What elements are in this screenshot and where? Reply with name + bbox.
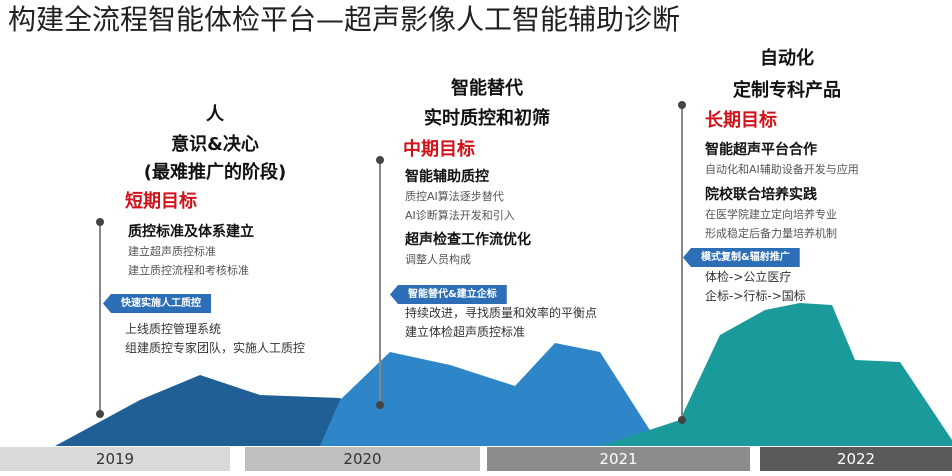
stage-tag: 快速实施人工质控	[103, 294, 211, 313]
stage-note: 组建质控专家团队，实施人工质控	[125, 341, 306, 355]
stage-note: 体检->公立医疗	[705, 270, 792, 284]
stage-heading: 自动化	[760, 48, 814, 69]
stage-note: 建立体检超声质控标准	[405, 325, 526, 339]
stage-heading: 定制专科产品	[733, 80, 841, 101]
dot	[678, 416, 686, 424]
item-title: 超声检查工作流优化	[405, 232, 531, 248]
item-detail: 形成稳定后备力量培养机制	[705, 227, 837, 240]
item-title: 质控标准及体系建立	[128, 224, 254, 240]
dot	[376, 156, 384, 164]
item-detail: 调整人员构成	[405, 253, 471, 266]
timeline-year: 2020	[245, 447, 480, 471]
dot	[678, 101, 686, 109]
stage-goal: 短期目标	[125, 191, 197, 212]
stage-heading: 智能替代	[451, 78, 523, 99]
mountain-2019	[55, 375, 400, 446]
dot	[376, 401, 384, 409]
item-detail: AI诊断算法开发和引入	[405, 209, 515, 222]
timeline-year: 2019	[0, 447, 230, 471]
dot	[96, 410, 104, 418]
stage-tag: 模式复制&辐射推广	[683, 248, 800, 267]
item-detail: 自动化和AI辅助设备开发与应用	[705, 163, 859, 176]
item-title: 智能超声平台合作	[705, 142, 817, 158]
item-detail: 质控AI算法逐步替代	[405, 190, 504, 203]
stage-note: 持续改进，寻找质量和效率的平衡点	[405, 306, 598, 320]
timeline-year: 2022	[760, 447, 952, 471]
stage-heading: 实时质控和初筛	[424, 108, 550, 129]
item-title: 智能辅助质控	[405, 169, 489, 185]
stage-goal: 长期目标	[705, 110, 777, 131]
item-detail: 建立超声质控标准	[128, 245, 216, 258]
timeline-year: 2021	[487, 447, 750, 471]
mountain-2020	[320, 343, 660, 446]
item-detail: 建立质控流程和考核标准	[128, 264, 249, 277]
stage-note: 上线质控管理系统	[125, 322, 222, 336]
stage-goal: 中期目标	[403, 139, 475, 160]
stage-tag: 智能替代&建立企标	[390, 285, 507, 304]
stage-note: 企标->行标->国标	[705, 289, 806, 303]
slide-title: 构建全流程智能体检平台—超声影像人工智能辅助诊断	[8, 3, 681, 36]
item-title: 院校联合培养实践	[705, 187, 817, 203]
dot	[96, 218, 104, 226]
stage-heading: (最难推广的阶段)	[143, 162, 287, 183]
mountain-2021	[600, 303, 952, 446]
stage-dots	[96, 101, 686, 424]
stage-lines	[99, 105, 683, 420]
stage-heading: 意识&决心	[171, 134, 259, 155]
stage-heading: 人	[206, 104, 224, 125]
item-detail: 在医学院建立定向培养专业	[705, 208, 837, 221]
